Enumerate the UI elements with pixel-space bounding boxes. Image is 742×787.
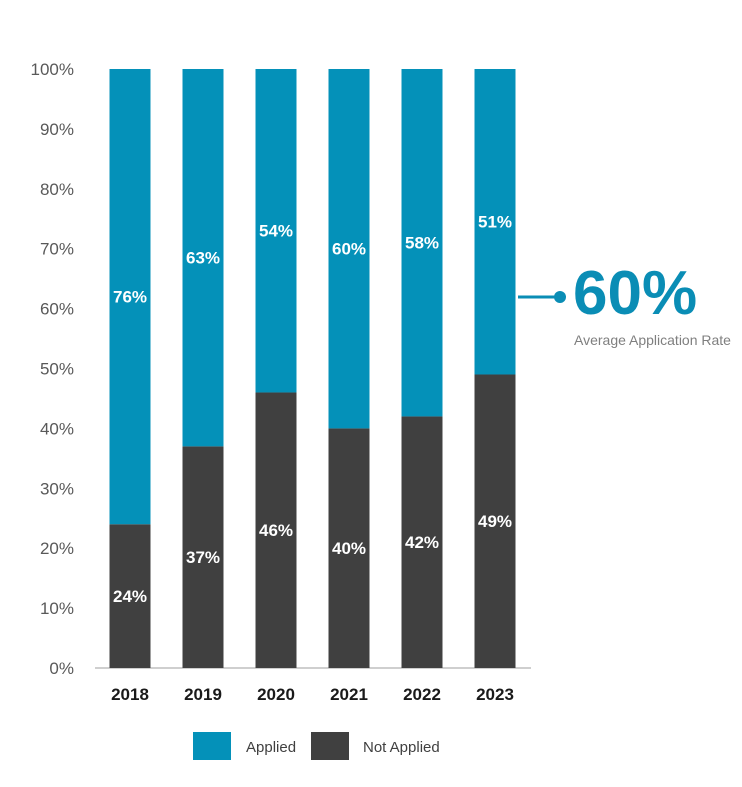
- data-label-not-applied-2019: 37%: [186, 548, 220, 567]
- data-label-applied-2022: 58%: [405, 234, 439, 253]
- legend-label-not-applied: Not Applied: [363, 739, 440, 756]
- callout-value: 60%: [573, 259, 697, 328]
- data-label-applied-2021: 60%: [332, 240, 366, 259]
- bar-applied-2018: [109, 69, 151, 525]
- bar-applied-2023: [474, 69, 516, 375]
- data-label-not-applied-2018: 24%: [113, 587, 147, 606]
- bar-not-applied-2021: [328, 428, 370, 668]
- x-axis-categories: 2018 2019 2020 2021 2022 2023: [111, 685, 514, 704]
- bar-applied-2019: [182, 69, 224, 447]
- y-tick-label: 40%: [40, 419, 74, 438]
- y-tick-label: 100%: [31, 60, 74, 79]
- y-tick-label: 50%: [40, 360, 74, 379]
- bar-applied-2020: [255, 69, 297, 393]
- bar-applied-2021: [328, 69, 370, 429]
- x-tick-label: 2021: [330, 685, 368, 704]
- data-label-applied-2019: 63%: [186, 249, 220, 268]
- data-label-applied-2018: 76%: [113, 288, 147, 307]
- x-tick-label: 2020: [257, 685, 295, 704]
- y-tick-label: 60%: [40, 300, 74, 319]
- y-tick-label: 10%: [40, 599, 74, 618]
- bar-not-applied-2022: [401, 416, 443, 668]
- bar-not-applied-2018: [109, 524, 151, 668]
- data-label-not-applied-2021: 40%: [332, 539, 366, 558]
- legend-swatch-not-applied: [311, 732, 349, 760]
- data-label-applied-2023: 51%: [478, 213, 512, 232]
- y-tick-label: 30%: [40, 479, 74, 498]
- data-label-applied-2020: 54%: [259, 222, 293, 241]
- x-tick-label: 2018: [111, 685, 149, 704]
- bar-applied-2022: [401, 69, 443, 417]
- bar-not-applied-2019: [182, 446, 224, 668]
- y-tick-label: 70%: [40, 240, 74, 259]
- x-tick-label: 2019: [184, 685, 222, 704]
- data-label-not-applied-2023: 49%: [478, 512, 512, 531]
- bar-not-applied-2020: [255, 392, 297, 668]
- legend-swatch-applied: [193, 732, 231, 760]
- data-label-not-applied-2022: 42%: [405, 533, 439, 552]
- legend: Applied Not Applied: [193, 732, 440, 760]
- bar-not-applied-2023: [474, 374, 516, 668]
- callout-dot: [554, 291, 566, 303]
- average-callout: 60% Average Application Rate: [518, 259, 731, 348]
- y-axis-ticks: 0% 10% 20% 30% 40% 50% 60% 70% 80% 90% 100%: [31, 60, 74, 678]
- x-tick-label: 2023: [476, 685, 514, 704]
- legend-label-applied: Applied: [246, 739, 296, 756]
- y-tick-label: 0%: [49, 659, 74, 678]
- y-tick-label: 80%: [40, 180, 74, 199]
- x-tick-label: 2022: [403, 685, 441, 704]
- bars: 24% 76% 37% 63% 46% 54% 40% 60% 42% 58% 49% 51%: [109, 69, 516, 668]
- y-tick-label: 90%: [40, 120, 74, 139]
- y-tick-label: 20%: [40, 539, 74, 558]
- data-label-not-applied-2020: 46%: [259, 521, 293, 540]
- callout-caption: Average Application Rate: [574, 332, 731, 348]
